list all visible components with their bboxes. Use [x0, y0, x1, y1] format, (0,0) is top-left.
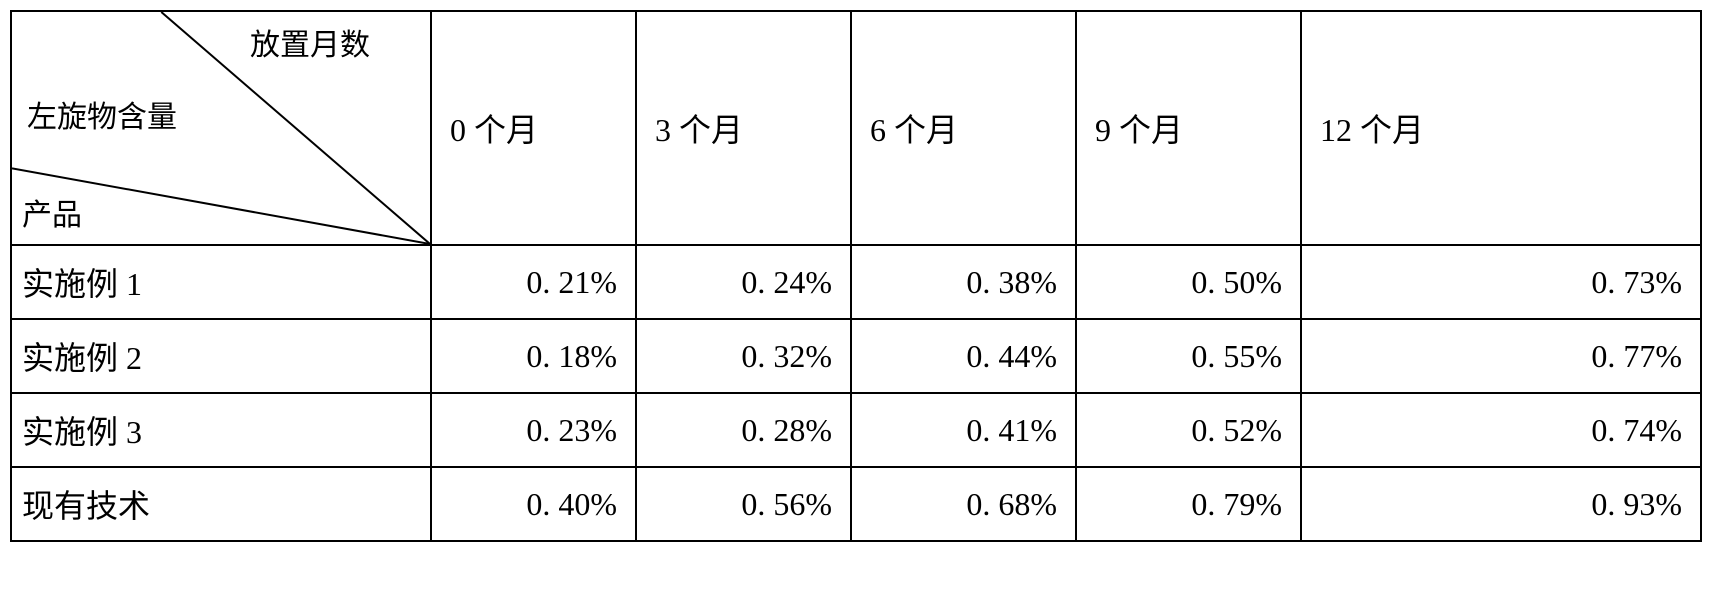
row-label: 实施例 1: [11, 245, 431, 319]
cell-value: 0. 50%: [1076, 245, 1301, 319]
corner-label-product: 产品: [22, 190, 82, 234]
cell-value: 0. 73%: [1301, 245, 1701, 319]
cell-value: 0. 23%: [431, 393, 636, 467]
column-header: 0 个月: [431, 11, 636, 245]
cell-value: 0. 68%: [851, 467, 1076, 541]
cell-value: 0. 21%: [431, 245, 636, 319]
cell-value: 0. 38%: [851, 245, 1076, 319]
cell-value: 0. 44%: [851, 319, 1076, 393]
table-row: 实施例 1 0. 21% 0. 24% 0. 38% 0. 50% 0. 73%: [11, 245, 1701, 319]
cell-value: 0. 55%: [1076, 319, 1301, 393]
cell-value: 0. 41%: [851, 393, 1076, 467]
cell-value: 0. 93%: [1301, 467, 1701, 541]
cell-value: 0. 24%: [636, 245, 851, 319]
table-row: 现有技术 0. 40% 0. 56% 0. 68% 0. 79% 0. 93%: [11, 467, 1701, 541]
cell-value: 0. 79%: [1076, 467, 1301, 541]
cell-value: 0. 28%: [636, 393, 851, 467]
cell-value: 0. 18%: [431, 319, 636, 393]
column-header: 6 个月: [851, 11, 1076, 245]
column-header: 12 个月: [1301, 11, 1701, 245]
cell-value: 0. 74%: [1301, 393, 1701, 467]
corner-label-months: 放置月数: [250, 20, 370, 64]
table-row: 实施例 3 0. 23% 0. 28% 0. 41% 0. 52% 0. 74%: [11, 393, 1701, 467]
cell-value: 0. 52%: [1076, 393, 1301, 467]
cell-value: 0. 56%: [636, 467, 851, 541]
row-label: 实施例 3: [11, 393, 431, 467]
cell-value: 0. 32%: [636, 319, 851, 393]
column-header: 9 个月: [1076, 11, 1301, 245]
header-row: 放置月数 左旋物含量 产品 0 个月 3 个月 6 个月 9 个月 12 个月: [11, 11, 1701, 245]
cell-value: 0. 77%: [1301, 319, 1701, 393]
cell-value: 0. 40%: [431, 467, 636, 541]
column-header: 3 个月: [636, 11, 851, 245]
corner-label-content: 左旋物含量: [27, 92, 177, 136]
table-row: 实施例 2 0. 18% 0. 32% 0. 44% 0. 55% 0. 77%: [11, 319, 1701, 393]
row-label: 现有技术: [11, 467, 431, 541]
row-label: 实施例 2: [11, 319, 431, 393]
data-table: 放置月数 左旋物含量 产品 0 个月 3 个月 6 个月 9 个月 12 个月 …: [10, 10, 1702, 542]
corner-header-cell: 放置月数 左旋物含量 产品: [11, 11, 431, 245]
